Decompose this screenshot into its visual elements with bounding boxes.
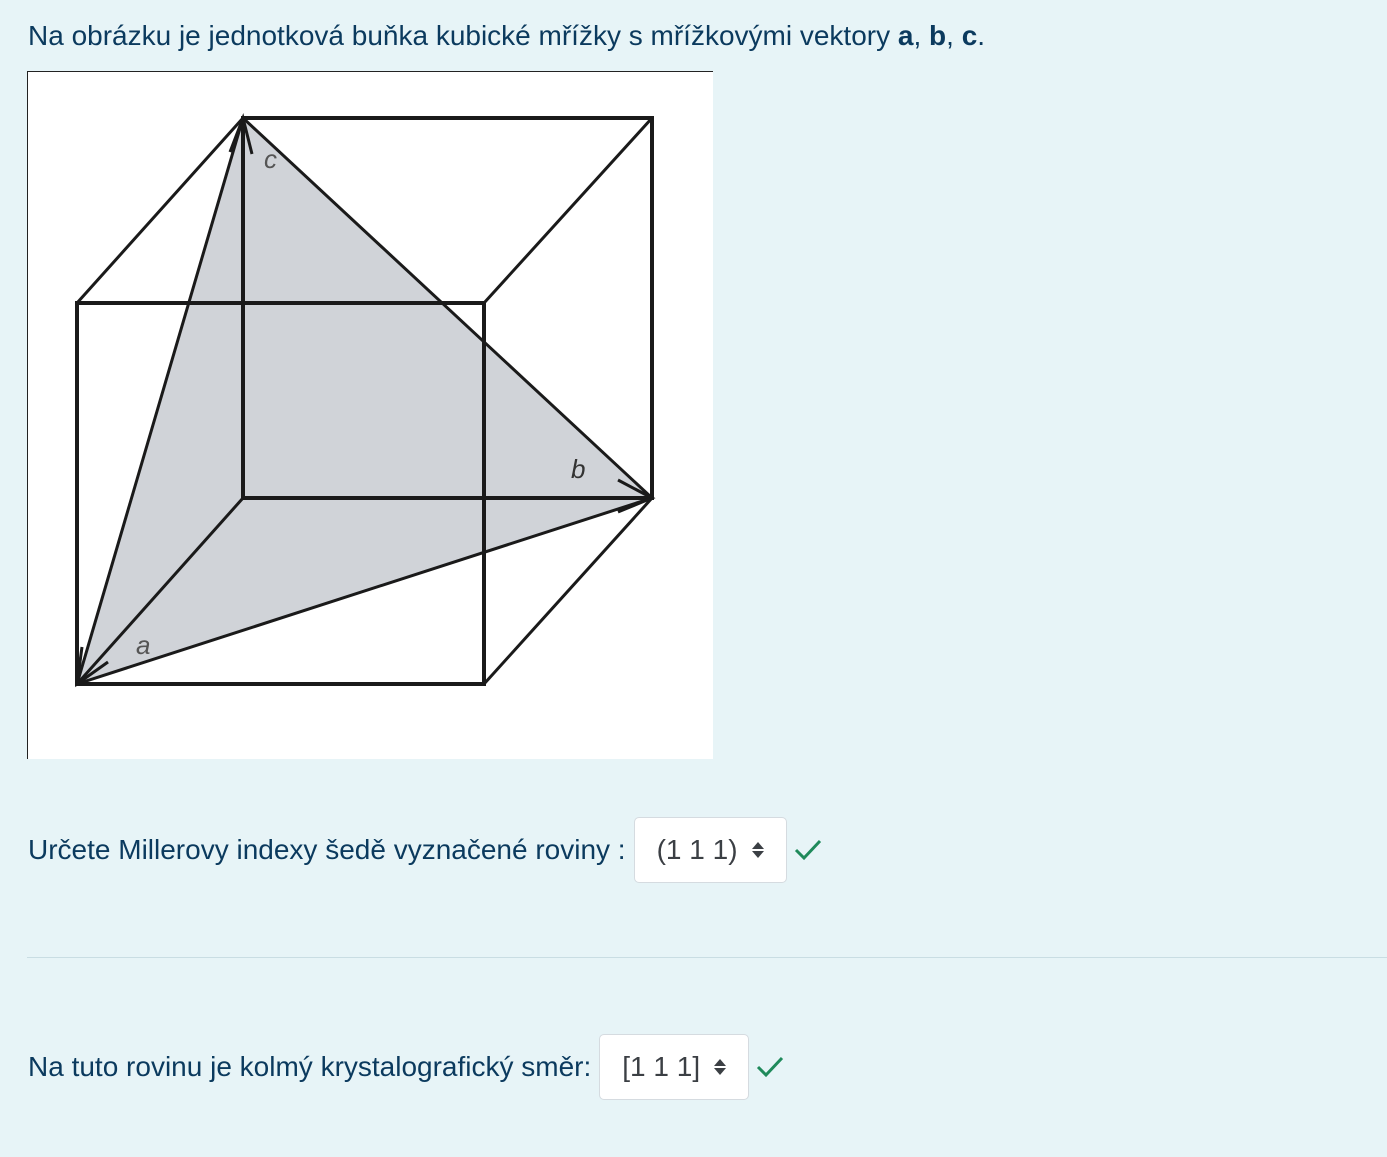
question-1-label: Určete Millerovy indexy šedě vyznačené r…: [28, 834, 626, 865]
question-2-label: Na tuto rovinu je kolmý krystalografický…: [28, 1051, 592, 1082]
intro-text: Na obrázku je jednotková buňka kubické m…: [28, 20, 898, 51]
back-face: [241, 116, 654, 500]
period: .: [977, 20, 986, 51]
label-c: c: [264, 144, 277, 174]
vector-c-label: c: [961, 20, 978, 51]
select-caret-icon: [714, 1059, 727, 1075]
arrowhead-a-icon: [75, 646, 109, 688]
miller-indices-value: (1 1 1): [656, 834, 738, 865]
vector-a-label: a: [897, 20, 914, 51]
edge: [75, 497, 245, 685]
arrowhead-b-icon: [617, 478, 656, 514]
separator: ,: [913, 20, 930, 51]
vector-c-line: [75, 117, 245, 685]
check-icon: [755, 1052, 785, 1082]
label-a: a: [136, 630, 150, 660]
shaded-plane: [77, 118, 652, 684]
direction-select[interactable]: [1 1 1]: [599, 1034, 750, 1100]
check-icon: [793, 835, 823, 865]
edge: [482, 116, 654, 305]
label-b: b: [571, 454, 585, 484]
edge: [75, 116, 245, 305]
vector-b-line: [76, 496, 653, 686]
question-intro: Na obrázku je jednotková buňka kubické m…: [28, 18, 985, 54]
question-2: Na tuto rovinu je kolmý krystalografický…: [28, 1034, 785, 1100]
question-1: Určete Millerovy indexy šedě vyznačené r…: [28, 817, 823, 883]
unit-cell-figure: c b a: [27, 71, 713, 759]
vector-b-label: b: [929, 20, 947, 51]
miller-indices-select[interactable]: (1 1 1): [633, 817, 787, 883]
arrowhead-c-icon: [228, 113, 254, 155]
front-face: [75, 301, 486, 686]
separator: ,: [946, 20, 962, 51]
edge: [482, 496, 654, 686]
select-caret-icon: [751, 842, 764, 858]
unit-cell-diagram: c b a: [75, 113, 656, 688]
direction-value: [1 1 1]: [622, 1051, 701, 1082]
plane-edge: [241, 116, 654, 500]
divider: [27, 957, 1387, 958]
